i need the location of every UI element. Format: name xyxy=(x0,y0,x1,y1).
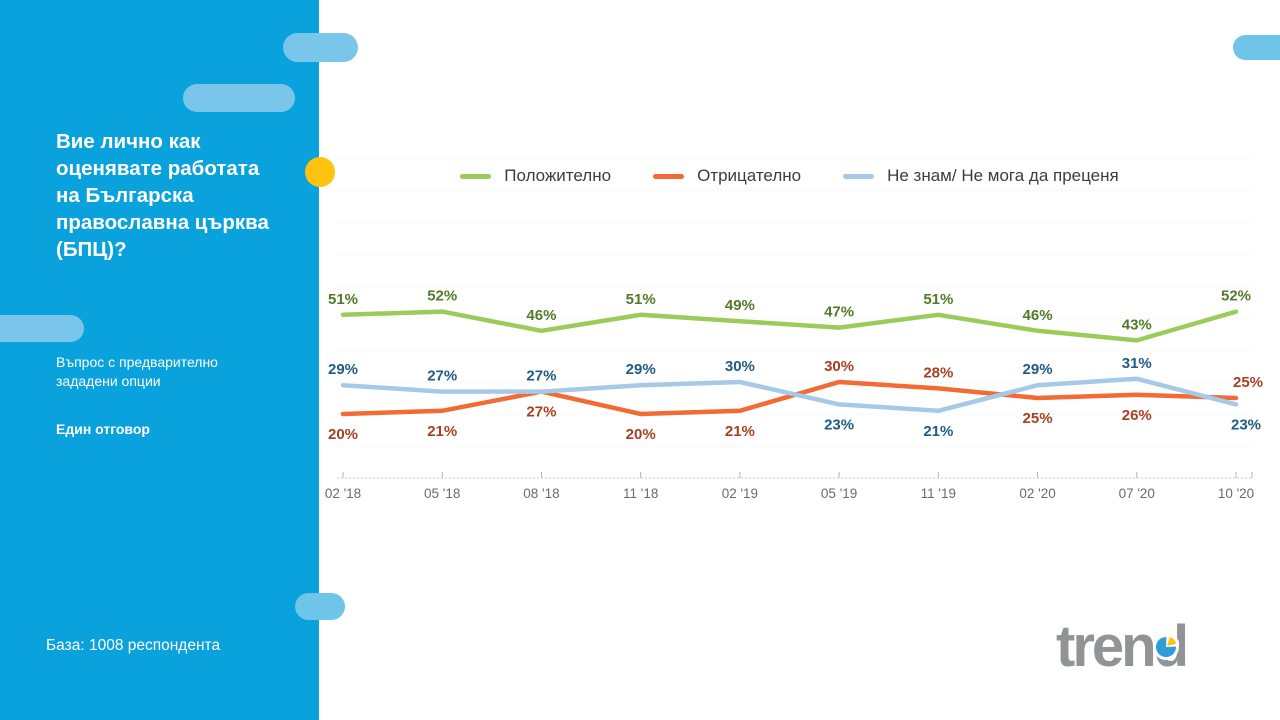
decor-pill-top xyxy=(283,33,358,62)
base-label: База: 1008 респондента xyxy=(46,637,221,654)
decor-pill-top-right xyxy=(1233,35,1280,60)
decor-pill-upper-left xyxy=(183,84,295,112)
answer-mode-label: Един отговор xyxy=(56,421,150,437)
legend-swatch-dontknow-icon xyxy=(843,173,875,179)
data-label: 43% xyxy=(1122,316,1152,333)
accent-circle xyxy=(305,157,335,187)
x-axis-label: 07 '20 xyxy=(1119,486,1155,501)
data-label: 23% xyxy=(1231,416,1261,433)
x-axis-label: 05 '18 xyxy=(424,486,460,501)
series-line-1 xyxy=(340,379,1239,417)
sidebar: Вие лично как оценявате работата на Бълг… xyxy=(0,0,319,720)
data-label: 51% xyxy=(328,291,358,308)
data-label: 47% xyxy=(824,304,854,321)
data-label: 52% xyxy=(1221,288,1251,305)
data-label: 46% xyxy=(526,307,556,324)
data-label: 26% xyxy=(1122,407,1152,424)
data-label: 29% xyxy=(328,361,358,378)
data-label: 46% xyxy=(1023,307,1053,324)
x-axis-label: 08 '18 xyxy=(523,486,559,501)
data-label: 27% xyxy=(526,404,556,421)
x-axis-label: 05 '19 xyxy=(821,486,857,501)
logo-text: tren xyxy=(1056,614,1157,679)
question-title: Вие лично как оценявате работата на Бълг… xyxy=(56,130,269,261)
data-label: 49% xyxy=(725,297,755,314)
data-label: 21% xyxy=(923,423,953,440)
pie-chart-icon xyxy=(1152,634,1179,660)
x-axis-label: 11 '19 xyxy=(921,486,956,501)
data-label: 30% xyxy=(824,358,854,375)
data-label: 20% xyxy=(626,426,656,443)
data-label: 21% xyxy=(725,423,755,440)
data-label: 25% xyxy=(1023,410,1053,427)
legend-item-positive: Положително xyxy=(460,166,611,186)
logo-letter-d: d xyxy=(1152,618,1189,676)
data-label: 29% xyxy=(626,361,656,378)
data-label: 51% xyxy=(626,291,656,308)
data-label: 52% xyxy=(427,288,457,305)
question-type-label: Въпрос с предварително зададени опции xyxy=(56,354,218,389)
data-label: 27% xyxy=(427,368,457,385)
trend-logo: trend xyxy=(1056,618,1189,688)
series-line-2 xyxy=(340,376,1239,414)
series-line-0 xyxy=(340,309,1239,343)
data-label: 23% xyxy=(824,416,854,433)
x-axis-label: 02 '20 xyxy=(1019,486,1055,501)
legend-item-dontknow: Не знам/ Не мога да преценя xyxy=(843,166,1119,186)
data-label: 28% xyxy=(923,364,953,381)
decor-pill-left-edge xyxy=(0,315,84,342)
decor-pill-bottom xyxy=(295,593,345,620)
data-label: 27% xyxy=(526,368,556,385)
data-label: 21% xyxy=(427,423,457,440)
legend-label-dontknow: Не знам/ Не мога да преценя xyxy=(887,166,1119,185)
legend-swatch-positive-icon xyxy=(460,173,492,179)
legend-swatch-negative-icon xyxy=(653,173,685,179)
x-axis-label: 02 '19 xyxy=(722,486,758,501)
legend-label-positive: Положително xyxy=(504,166,612,185)
data-label: 30% xyxy=(725,358,755,375)
legend-item-negative: Отрицателно xyxy=(653,166,801,186)
x-axis-label: 10 '20 xyxy=(1218,486,1254,501)
chart-legend: Положително Отрицателно Не знам/ Не мога… xyxy=(343,163,1236,189)
data-label: 31% xyxy=(1122,355,1152,372)
legend-label-negative: Отрицателно xyxy=(697,166,802,185)
data-label: 51% xyxy=(923,291,953,308)
data-label: 25% xyxy=(1233,374,1263,391)
data-label: 29% xyxy=(1023,361,1053,378)
x-axis-label: 02 '18 xyxy=(325,486,361,501)
x-axis-label: 11 '18 xyxy=(623,486,658,501)
data-label: 20% xyxy=(328,426,358,443)
line-chart: 02 '18 05 '18 08 '18 11 '18 02 '19 05 '19 11 '… xyxy=(325,157,1263,501)
